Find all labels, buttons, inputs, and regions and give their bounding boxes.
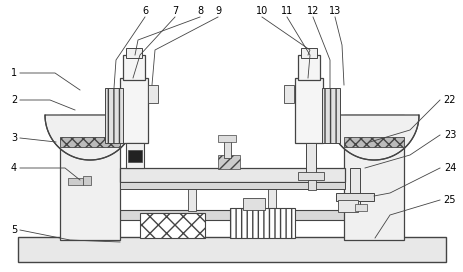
Text: 3: 3 xyxy=(11,133,17,143)
Text: 1: 1 xyxy=(11,68,17,78)
Bar xyxy=(224,140,231,158)
Text: 25: 25 xyxy=(443,195,455,205)
Bar xyxy=(349,168,359,208)
Bar xyxy=(300,48,316,58)
Text: 4: 4 xyxy=(11,163,17,173)
Text: 11: 11 xyxy=(280,6,293,16)
Text: 13: 13 xyxy=(328,6,340,16)
Bar xyxy=(80,210,383,220)
Bar xyxy=(83,176,91,185)
Polygon shape xyxy=(45,115,135,160)
Bar xyxy=(337,200,357,212)
Bar xyxy=(140,213,205,238)
Bar xyxy=(354,204,366,211)
Bar xyxy=(243,198,264,210)
Bar xyxy=(307,180,315,190)
Bar xyxy=(188,189,195,211)
Bar xyxy=(60,115,120,240)
Bar xyxy=(297,55,319,80)
Bar xyxy=(120,78,148,143)
Bar xyxy=(68,178,83,185)
Text: 7: 7 xyxy=(171,6,178,16)
Text: 12: 12 xyxy=(306,6,319,16)
Text: 24: 24 xyxy=(443,163,455,173)
Text: 9: 9 xyxy=(214,6,220,16)
Bar xyxy=(128,150,142,162)
Bar xyxy=(294,78,322,143)
Text: 10: 10 xyxy=(255,6,268,16)
Bar xyxy=(343,137,403,147)
Bar xyxy=(120,168,344,182)
Text: 23: 23 xyxy=(443,130,455,140)
Bar xyxy=(321,88,339,143)
Bar xyxy=(305,143,315,175)
Bar xyxy=(18,237,445,262)
Bar xyxy=(120,182,344,189)
Bar xyxy=(335,193,373,201)
Bar xyxy=(123,55,144,80)
Bar xyxy=(218,155,239,169)
Text: 6: 6 xyxy=(142,6,148,16)
Text: 22: 22 xyxy=(443,95,455,105)
Bar xyxy=(60,137,120,147)
Bar xyxy=(297,172,323,180)
Bar xyxy=(343,115,403,240)
Bar xyxy=(283,85,294,103)
Polygon shape xyxy=(328,115,418,160)
Bar xyxy=(126,48,142,58)
Bar xyxy=(126,143,144,168)
Bar xyxy=(148,85,158,103)
Bar xyxy=(230,208,294,238)
Bar xyxy=(218,135,236,142)
Bar xyxy=(268,189,275,211)
Text: 5: 5 xyxy=(11,225,17,235)
Text: 2: 2 xyxy=(11,95,17,105)
Bar xyxy=(105,88,123,143)
Text: 8: 8 xyxy=(196,6,203,16)
